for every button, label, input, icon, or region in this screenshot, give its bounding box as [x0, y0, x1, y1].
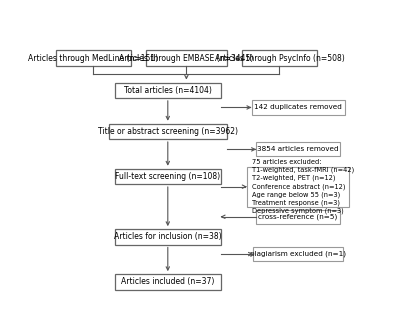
FancyBboxPatch shape — [109, 124, 227, 139]
FancyBboxPatch shape — [56, 50, 131, 66]
FancyBboxPatch shape — [256, 142, 340, 156]
Text: Total articles (n=4104): Total articles (n=4104) — [124, 86, 212, 95]
FancyBboxPatch shape — [115, 82, 220, 98]
Text: 3854 articles removed: 3854 articles removed — [257, 146, 339, 152]
FancyBboxPatch shape — [252, 101, 344, 115]
FancyBboxPatch shape — [115, 169, 220, 184]
FancyBboxPatch shape — [146, 50, 227, 66]
Text: Full-text screening (n=108): Full-text screening (n=108) — [115, 172, 220, 181]
Text: Articles included (n=37): Articles included (n=37) — [121, 277, 214, 286]
Text: 75 articles excluded:
T1-weighted, task-fMRI (n=42)
T2-weighted, PET (n=12)
Conf: 75 articles excluded: T1-weighted, task-… — [252, 159, 354, 214]
Text: Articles through EMBASE (n=3445): Articles through EMBASE (n=3445) — [119, 53, 254, 62]
Text: Articles for inclusion (n=38): Articles for inclusion (n=38) — [114, 232, 222, 241]
Text: plagiarism excluded (n=1): plagiarism excluded (n=1) — [250, 251, 346, 257]
Text: 142 duplicates removed: 142 duplicates removed — [254, 105, 342, 111]
FancyBboxPatch shape — [253, 247, 343, 261]
FancyBboxPatch shape — [256, 210, 340, 224]
Text: Articles through PsycInfo (n=508): Articles through PsycInfo (n=508) — [214, 53, 344, 62]
Text: Articles through MedLine (n=151): Articles through MedLine (n=151) — [28, 53, 158, 62]
Text: cross-reference (n=5): cross-reference (n=5) — [258, 213, 338, 220]
FancyBboxPatch shape — [247, 167, 349, 207]
Text: Title or abstract screening (n=3962): Title or abstract screening (n=3962) — [98, 127, 238, 136]
FancyBboxPatch shape — [115, 229, 220, 244]
FancyBboxPatch shape — [115, 274, 220, 290]
FancyBboxPatch shape — [242, 50, 317, 66]
